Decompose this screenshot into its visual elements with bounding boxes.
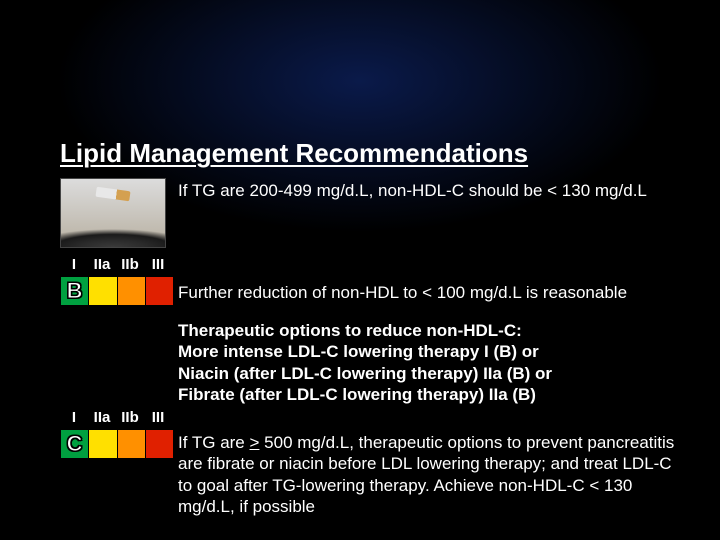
- class-label: IIb: [116, 256, 144, 273]
- page-title: Lipid Management Recommendations: [60, 138, 528, 169]
- class-label: I: [60, 409, 88, 426]
- grid-cell: C: [61, 430, 89, 458]
- class-label: IIa: [88, 256, 116, 273]
- therapy-line: Fibrate (after LDL-C lowering therapy) I…: [178, 384, 690, 405]
- class-label: I: [60, 256, 88, 273]
- grid-cell: B: [61, 277, 89, 305]
- underlined-text: >: [250, 433, 260, 452]
- evidence-letter: B: [61, 278, 88, 304]
- grid-cell: [146, 277, 173, 305]
- paragraph-1: If TG are 200-499 mg/d.L, non-HDL-C shou…: [178, 180, 690, 201]
- paragraph-2: Further reduction of non-HDL to < 100 mg…: [178, 282, 690, 303]
- grid-cell: [89, 277, 117, 305]
- grid-cell: [118, 430, 146, 458]
- evidence-letter: C: [61, 431, 88, 457]
- class-label: III: [144, 409, 172, 426]
- class-label: III: [144, 256, 172, 273]
- class-labels-1: I IIa IIb III: [60, 256, 172, 273]
- paragraph-4: If TG are > 500 mg/d.L, therapeutic opti…: [178, 432, 690, 517]
- therapy-line: More intense LDL-C lowering therapy I (B…: [178, 341, 690, 362]
- therapy-heading: Therapeutic options to reduce non-HDL-C:: [178, 320, 690, 341]
- grid-cell: [146, 430, 173, 458]
- grid-cell: [118, 277, 146, 305]
- evidence-grid-1: B: [60, 276, 174, 306]
- class-labels-2: I IIa IIb III: [60, 409, 172, 426]
- cigarette-ash-image: [60, 178, 166, 248]
- grid-cell: [89, 430, 117, 458]
- evidence-grid-2: C: [60, 429, 174, 459]
- text-fragment: If TG are: [178, 433, 250, 452]
- class-label: IIa: [88, 409, 116, 426]
- slide: Lipid Management Recommendations If TG a…: [0, 0, 720, 540]
- therapy-line: Niacin (after LDL-C lowering therapy) II…: [178, 363, 690, 384]
- therapeutic-options-block: Therapeutic options to reduce non-HDL-C:…: [178, 320, 690, 405]
- class-label: IIb: [116, 409, 144, 426]
